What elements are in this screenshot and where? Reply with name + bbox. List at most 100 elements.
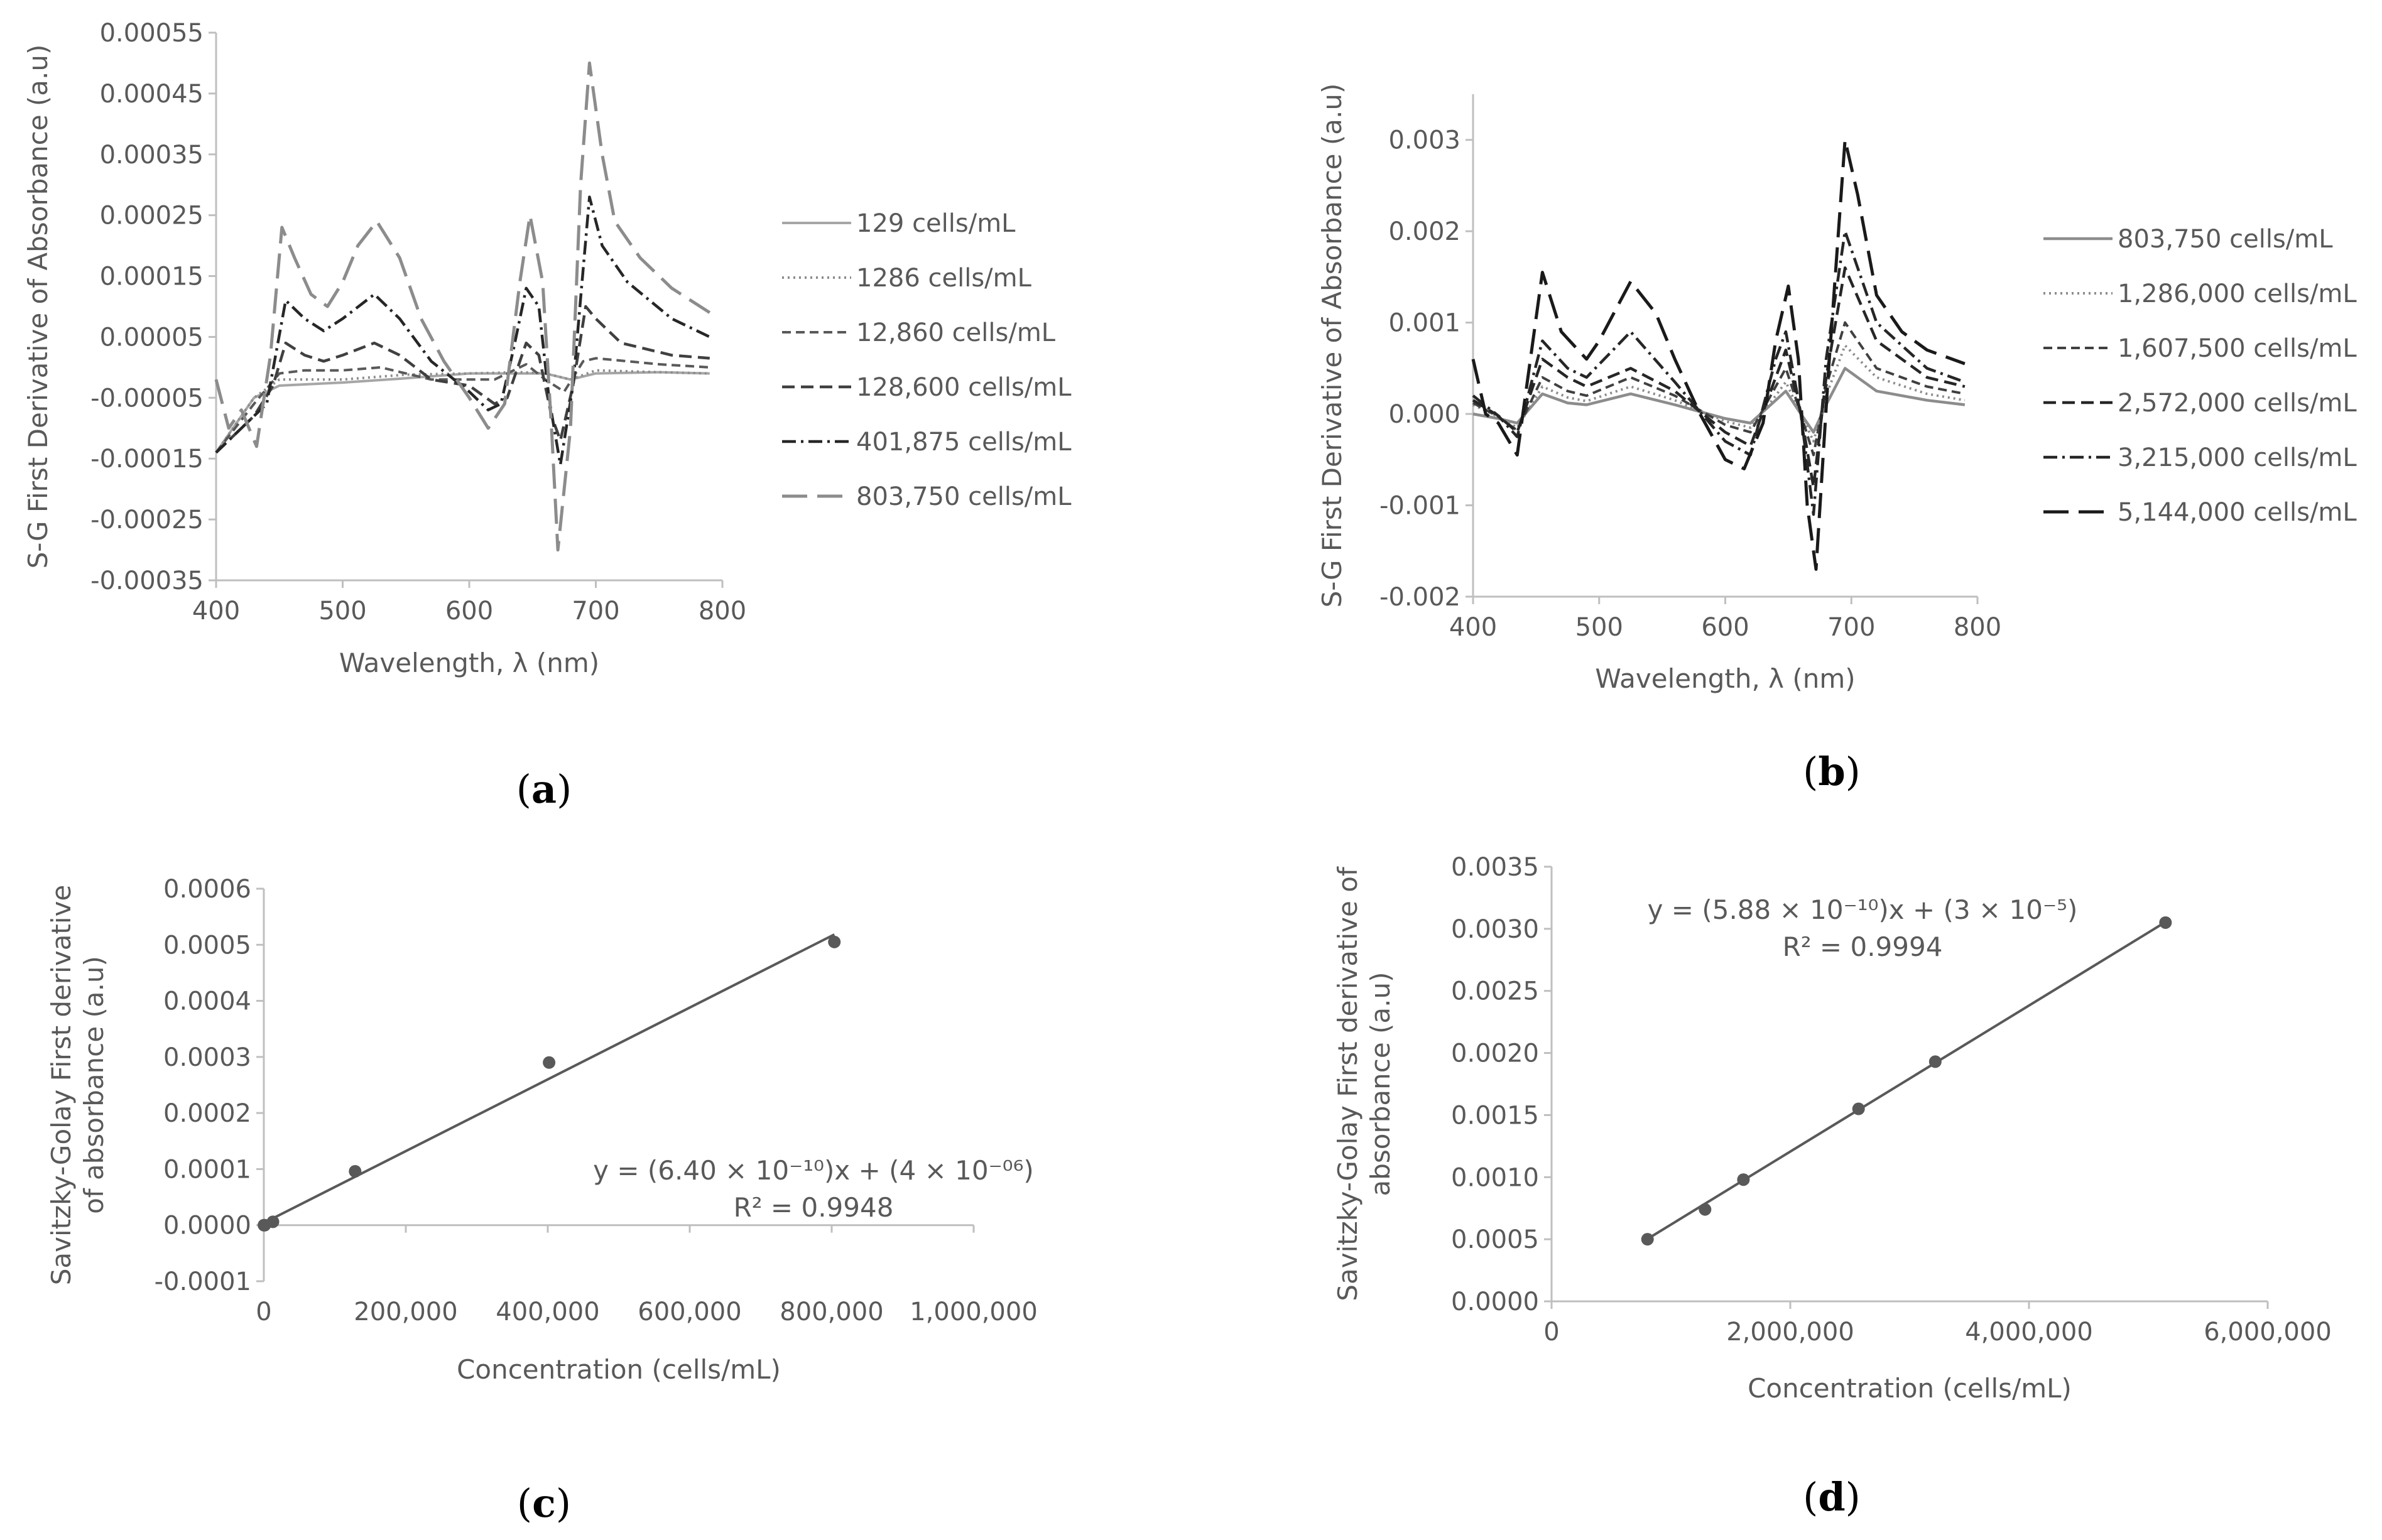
legend-entry: 129 cells/mL <box>856 209 1016 238</box>
legend-entry: 1,286,000 cells/mL <box>2118 279 2357 308</box>
legend-entry: 803,750 cells/mL <box>856 482 1072 511</box>
x-tick-label: 400,000 <box>496 1298 599 1326</box>
y-tick-label: 0.0002 <box>163 1099 251 1128</box>
y-tick-label: 0.0005 <box>1451 1225 1539 1254</box>
x-tick-label: 800 <box>1954 613 2001 642</box>
y-tick-label: 0.0005 <box>163 931 251 960</box>
y-tick-label: 0.0015 <box>1451 1101 1539 1130</box>
data-point <box>1928 1055 1942 1068</box>
y-tick-label: 0.002 <box>1388 217 1460 246</box>
legend-entry: 2,572,000 cells/mL <box>2118 389 2357 418</box>
series-line-2 <box>215 369 710 453</box>
series-line-1 <box>215 371 710 453</box>
x-tick-label: 0 <box>1543 1318 1559 1347</box>
y-tick-label: -0.00025 <box>90 506 204 534</box>
r-squared: R² = 0.9948 <box>734 1192 894 1223</box>
series-line-5 <box>215 195 710 467</box>
series-line-1 <box>1472 367 1966 434</box>
data-point <box>543 1056 556 1069</box>
y-axis-label-line: absorbance (a.u) <box>1365 972 1396 1196</box>
y-tick-label: 0.000 <box>1388 400 1460 429</box>
legend-entry: 12,860 cells/mL <box>856 318 1056 347</box>
y-tick-label: 0.00015 <box>100 263 204 291</box>
y-tick-label: 0.0004 <box>163 987 251 1016</box>
y-tick-label: 0.00005 <box>100 323 204 352</box>
data-point <box>1737 1173 1750 1186</box>
y-tick-label: 0.0003 <box>163 1043 251 1072</box>
x-tick-label: 700 <box>1827 613 1875 642</box>
legend-entry: 401,875 cells/mL <box>856 428 1072 457</box>
data-point <box>1852 1102 1865 1115</box>
x-tick-label: 400 <box>192 597 240 626</box>
y-tick-label: 0.003 <box>1388 126 1460 155</box>
series-line-6 <box>214 61 711 552</box>
chart-d: 0.0035 0.0030 0.0025 0.0020 0.0015 0.0010 0.00… <box>1332 853 2332 1404</box>
x-tick-label: 2,000,000 <box>1726 1318 1854 1347</box>
y-tick-label: -0.00035 <box>90 567 204 595</box>
data-point <box>349 1165 362 1178</box>
y-tick-label: 0.0000 <box>1451 1288 1539 1316</box>
series-line-3 <box>1472 321 1966 457</box>
y-tick-label: 0.0001 <box>163 1155 251 1184</box>
y-tick-label: -0.001 <box>1379 492 1460 521</box>
y-axis-label-line: Savitzky-Golay First derivative <box>46 885 77 1286</box>
chart-c: 0.0006 0.0005 0.0004 0.0003 0.0002 0.0001 0.00… <box>46 875 1038 1385</box>
chart-a: 0.00055 0.00045 0.00035 0.00025 0.00015 0.000… <box>23 19 1072 678</box>
panel-label-c: (c) <box>517 1480 571 1526</box>
panel-label-b: (b) <box>1803 749 1861 794</box>
x-tick-label: 600 <box>445 597 493 626</box>
series-line-4 <box>1472 266 1966 489</box>
y-tick-label: -0.0001 <box>155 1267 251 1296</box>
x-tick-label: 0 <box>256 1298 271 1326</box>
legend-entry: 5,144,000 cells/mL <box>2118 498 2357 527</box>
y-tick-label: -0.002 <box>1379 583 1460 612</box>
legend-entry: 3,215,000 cells/mL <box>2118 443 2357 472</box>
x-tick-label: 1,000,000 <box>910 1298 1038 1326</box>
y-tick-label: 0.00055 <box>100 19 204 48</box>
legend-entry: 128,600 cells/mL <box>856 373 1072 402</box>
y-tick-label: 0.00045 <box>100 80 204 109</box>
x-tick-label: 800,000 <box>780 1298 883 1326</box>
x-axis-label: Wavelength, λ (nm) <box>339 648 599 678</box>
y-tick-label: 0.0006 <box>163 875 251 904</box>
trendline-equation: y = (5.88 × 10⁻¹⁰)x + (3 × 10⁻⁵) <box>1648 894 2078 925</box>
y-tick-label: 0.0020 <box>1451 1039 1539 1068</box>
y-tick-label: 0.0000 <box>163 1212 251 1240</box>
y-axis-label-line: Savitzky-Golay First derivative of <box>1332 866 1363 1301</box>
x-axis-label: Wavelength, λ (nm) <box>1595 663 1855 694</box>
x-tick-label: 700 <box>572 597 619 626</box>
data-point <box>266 1215 280 1228</box>
legend-entry: 803,750 cells/mL <box>2118 225 2333 254</box>
panel-label-a: (a) <box>516 766 572 812</box>
y-axis-label: S-G First Derivative of Absorbance (a.u) <box>23 45 53 569</box>
x-tick-label: 500 <box>1575 613 1623 642</box>
data-point <box>1641 1233 1654 1246</box>
panel-label-d: (d) <box>1803 1474 1861 1520</box>
y-tick-label: 0.0035 <box>1451 853 1539 882</box>
trendline-equation: y = (6.40 × 10⁻¹⁰)x + (4 × 10⁻⁰⁶) <box>593 1155 1034 1186</box>
y-tick-label: 0.0025 <box>1451 977 1539 1006</box>
trendline <box>1646 921 2167 1240</box>
legend-entry: 1,607,500 cells/mL <box>2118 334 2357 363</box>
x-tick-label: 4,000,000 <box>1965 1318 2093 1347</box>
y-tick-label: -0.00005 <box>90 384 204 413</box>
y-tick-label: 0.00025 <box>100 202 204 230</box>
y-tick-label: 0.0030 <box>1451 915 1539 944</box>
r-squared: R² = 0.9994 <box>1783 931 1943 962</box>
y-tick-label: 0.00035 <box>100 141 204 170</box>
series-line-2 <box>1472 344 1966 443</box>
x-axis-label: Concentration (cells/mL) <box>457 1354 781 1385</box>
series-line-6 <box>1471 138 1966 571</box>
x-tick-label: 200,000 <box>354 1298 457 1326</box>
x-tick-label: 800 <box>699 597 746 626</box>
x-tick-label: 500 <box>318 597 366 626</box>
y-axis-label: S-G First Derivative of Absorbance (a.u) <box>1317 84 1347 608</box>
y-tick-label: 0.0010 <box>1451 1163 1539 1192</box>
y-tick-label: 0.001 <box>1388 309 1460 338</box>
series-line-3 <box>215 357 710 453</box>
legend-entry: 1286 cells/mL <box>856 264 1032 293</box>
y-tick-label: -0.00015 <box>90 445 204 474</box>
data-point <box>2159 916 2172 929</box>
